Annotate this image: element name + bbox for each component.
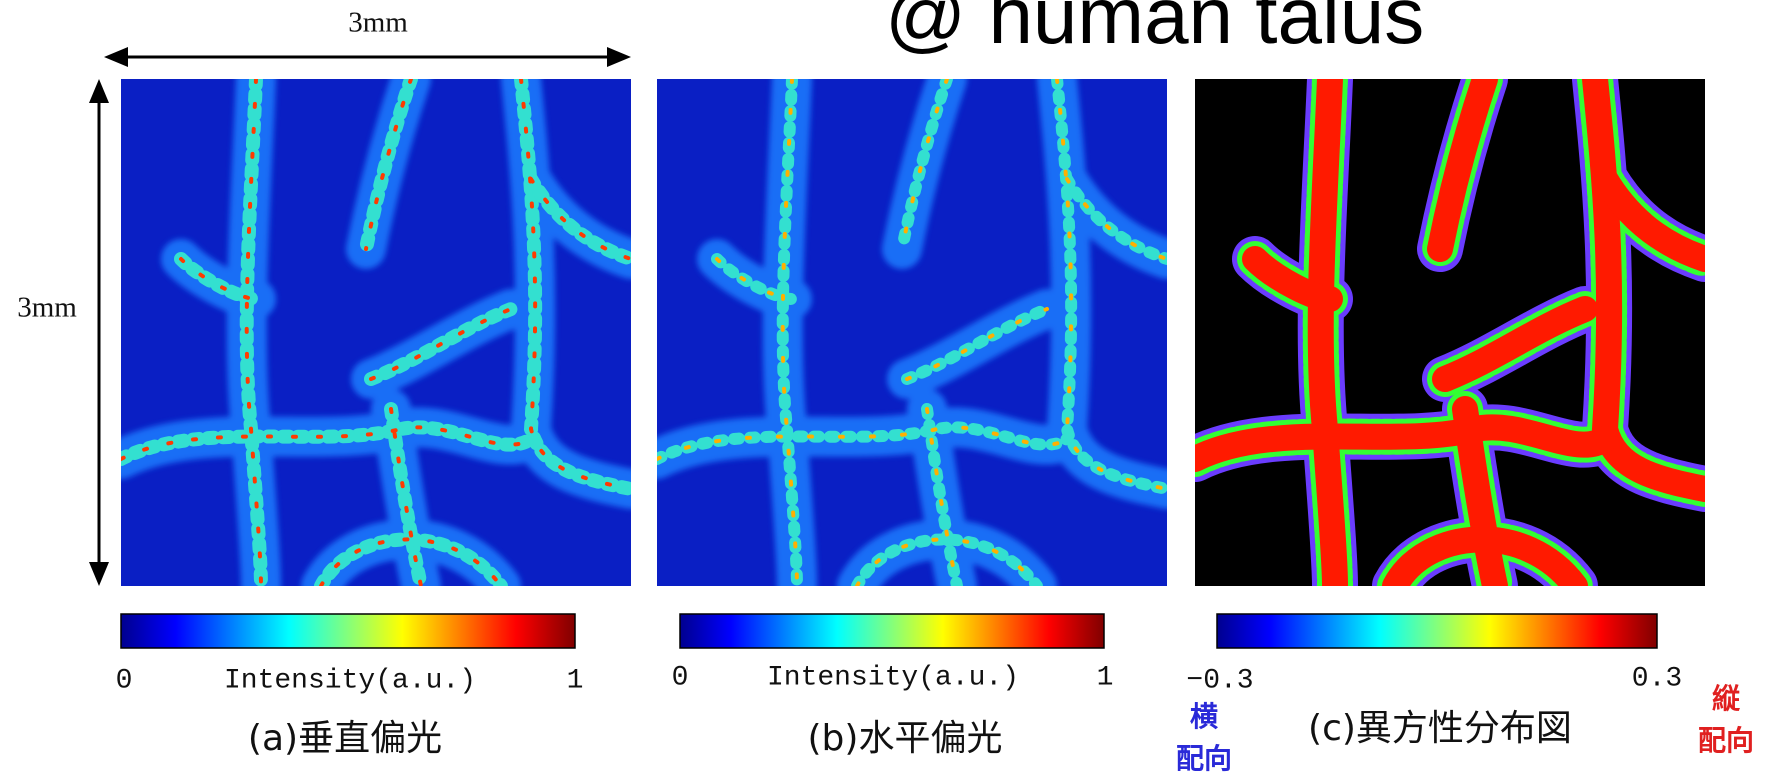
colorbar-min: 0 bbox=[116, 665, 133, 696]
colorbar-min: −0.3 bbox=[1186, 665, 1253, 696]
intensity-map bbox=[657, 79, 1167, 586]
scale-arrows bbox=[89, 47, 631, 586]
colorbar bbox=[679, 613, 1105, 649]
colorbar-max: 1 bbox=[567, 665, 584, 696]
colorbar-max: 0.3 bbox=[1632, 663, 1682, 694]
intensity-map bbox=[121, 79, 631, 586]
colorbar-label: Intensity(a.u.) bbox=[224, 665, 476, 696]
caption: (b)水平偏光 bbox=[808, 718, 1003, 759]
note: 配向 bbox=[1176, 742, 1232, 775]
caption: (c)異方性分布図 bbox=[1308, 708, 1572, 749]
colorbar bbox=[120, 613, 576, 649]
note: 横 bbox=[1190, 700, 1218, 733]
scale-width: 3mm bbox=[348, 7, 408, 39]
title: @ human talus bbox=[885, 0, 1424, 60]
anisotropy-map bbox=[1195, 79, 1705, 586]
caption: (a)垂直偏光 bbox=[248, 718, 442, 759]
colorbar-min: 0 bbox=[672, 662, 689, 693]
scale-height: 3mm bbox=[17, 292, 77, 324]
note: 縦 bbox=[1712, 682, 1741, 715]
colorbar-max: 1 bbox=[1097, 662, 1114, 693]
colorbar bbox=[1216, 613, 1658, 649]
colorbar-label: Intensity(a.u.) bbox=[767, 662, 1019, 693]
note: 配向 bbox=[1698, 724, 1754, 757]
